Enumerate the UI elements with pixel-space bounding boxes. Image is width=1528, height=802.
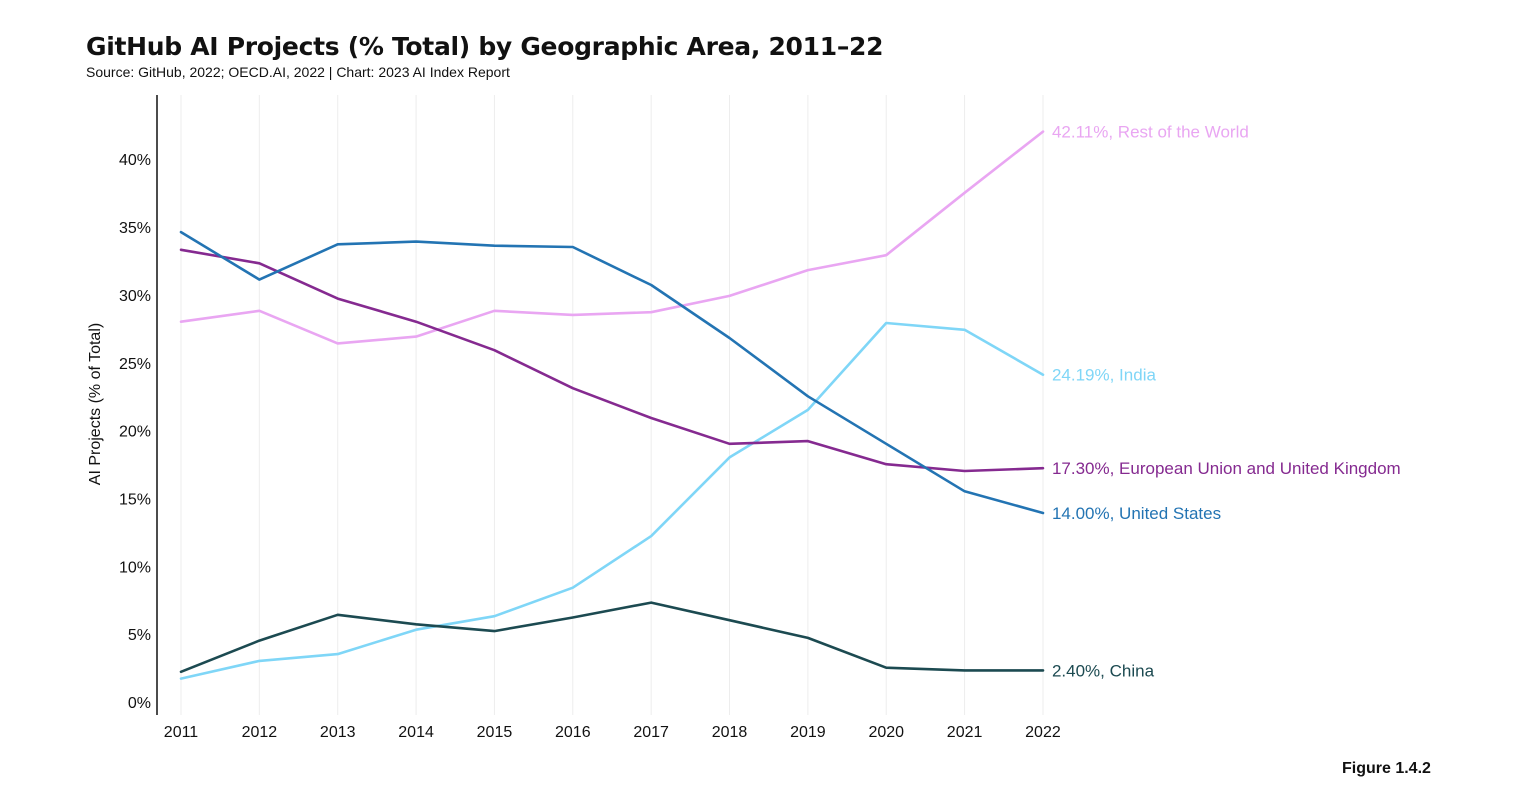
x-tick-label: 2020 <box>868 724 904 741</box>
x-tick-label: 2019 <box>790 724 826 741</box>
y-axis-ticks: 0% 5% 10% 15% 20% 25% 30% 35% 40% <box>119 152 151 712</box>
x-tick-label: 2022 <box>1025 724 1061 741</box>
y-tick-label: 35% <box>119 220 151 237</box>
end-label-rest-of-the-world: 42.11%, Rest of the World <box>1052 123 1249 142</box>
x-tick-label: 2016 <box>555 724 591 741</box>
end-labels: 42.11%, Rest of the World 24.19%, India 17… <box>1052 123 1401 681</box>
x-tick-label: 2012 <box>242 724 278 741</box>
y-tick-label: 0% <box>128 695 151 712</box>
series-line-china <box>179 601 1045 674</box>
y-tick-label: 5% <box>128 627 151 644</box>
x-tick-label: 2018 <box>712 724 748 741</box>
gridlines <box>180 95 1044 715</box>
figure-label: Figure 1.4.2 <box>1342 760 1431 777</box>
series-line-rest-of-the-world <box>179 130 1045 345</box>
x-axis-ticks: 2011 2012 2013 2014 2015 2016 2017 2018 2019 2020… <box>164 724 1061 741</box>
x-tick-label: 2015 <box>477 724 513 741</box>
y-tick-label: 15% <box>119 491 151 508</box>
series-line-european-union-and-united-kingdom <box>179 248 1045 473</box>
y-tick-label: 30% <box>119 288 151 305</box>
end-label-united-states: 14.00%, United States <box>1052 504 1221 523</box>
y-tick-label: 20% <box>119 424 151 441</box>
end-label-india: 24.19%, India <box>1052 366 1157 385</box>
series-lines <box>179 130 1045 680</box>
x-tick-label: 2017 <box>633 724 669 741</box>
y-tick-label: 25% <box>119 356 151 373</box>
end-label-china: 2.40%, China <box>1052 661 1155 680</box>
series-line-india <box>179 321 1045 680</box>
series-line-united-states <box>179 230 1045 515</box>
x-tick-label: 2011 <box>164 724 199 741</box>
y-tick-label: 40% <box>119 152 151 169</box>
y-tick-label: 10% <box>119 559 151 576</box>
chart-subtitle: Source: GitHub, 2022; OECD.AI, 2022 | Ch… <box>86 64 510 80</box>
y-axis-label: AI Projects (% of Total) <box>87 323 104 485</box>
chart-title: GitHub AI Projects (% Total) by Geograph… <box>86 32 884 61</box>
x-tick-label: 2021 <box>947 724 983 741</box>
x-tick-label: 2013 <box>320 724 356 741</box>
x-tick-label: 2014 <box>398 724 434 741</box>
end-label-european-union-and-united-kingdom: 17.30%, European Union and United Kingdo… <box>1052 459 1401 478</box>
